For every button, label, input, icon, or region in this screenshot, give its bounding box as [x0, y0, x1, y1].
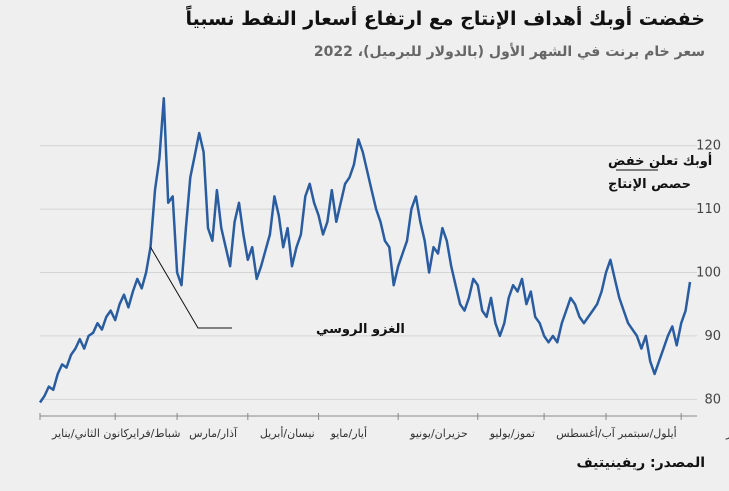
x-tick-label: أيلول/سبتمبر [617, 426, 677, 440]
source-note: المصدر: ريفينيتيف [577, 455, 706, 471]
brent-price-line [40, 98, 690, 402]
x-tick-label: تموز/يوليو [489, 427, 535, 440]
x-tick-label: تشرين الأول7 أكتوبر [725, 426, 729, 440]
y-tick-label: 110 [696, 202, 721, 217]
y-tick-label: 90 [704, 329, 721, 344]
invasion-annotation: الغزو الروسي [316, 322, 405, 337]
x-tick-label: آب/أغسطس [556, 426, 616, 440]
annotations: الغزو الروسي أوبك تعلن خفض حصص الإنتاج [151, 152, 713, 337]
y-tick-label: 120 [696, 139, 721, 154]
invasion-leader-line [151, 247, 232, 328]
line-chart: 80 90 100 110 120 كانون الثاني/ينايرشباط/فرا… [0, 0, 729, 491]
x-tick-label: نيسان/أبريل [260, 426, 315, 440]
x-tick-label: شباط/فراير [126, 427, 180, 440]
opec-cut-annotation: أوبك تعلن خفض حصص الإنتاج [608, 152, 712, 192]
x-tick-label: أيار/مايو [330, 426, 367, 440]
x-tick-label: كانون الثاني/يناير [51, 427, 130, 440]
gridlines [40, 146, 697, 400]
y-axis-ticks: 80 90 100 110 120 [696, 139, 721, 408]
y-tick-label: 80 [704, 392, 721, 407]
x-tick-label: آذار/مارس [189, 426, 238, 440]
y-tick-label: 100 [696, 266, 721, 281]
x-tick-label: حزيران/يونيو [409, 427, 468, 440]
